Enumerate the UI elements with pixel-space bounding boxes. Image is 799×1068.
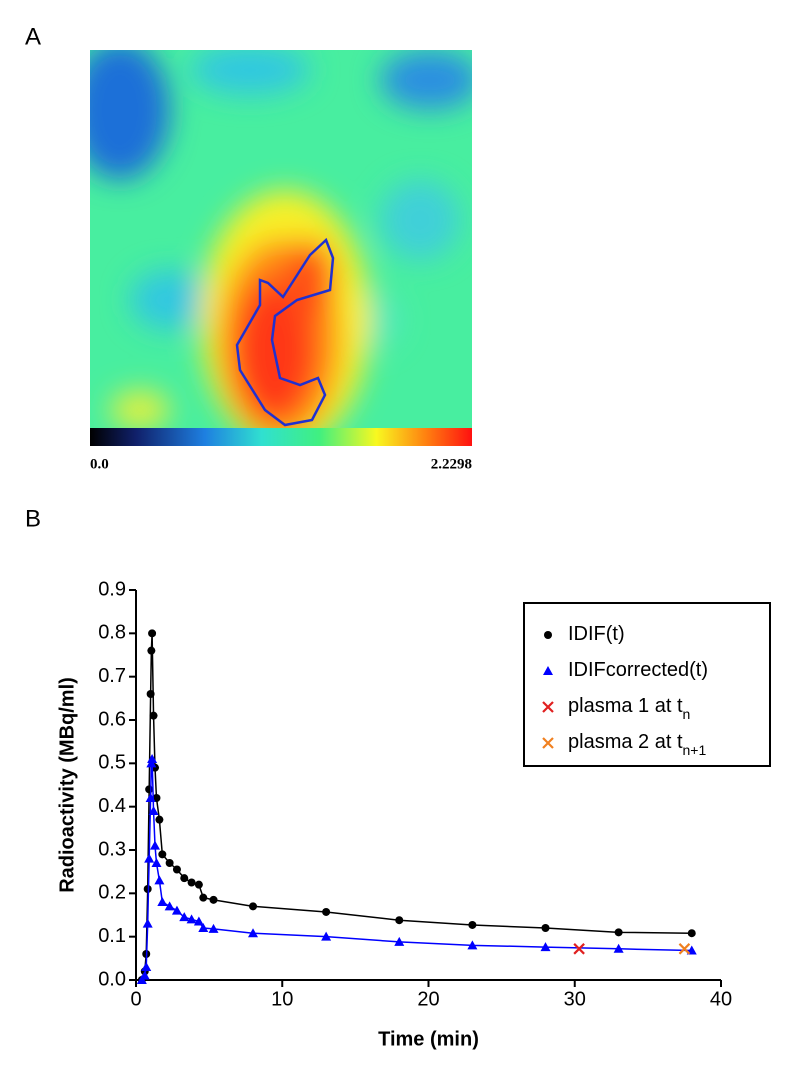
x-tick-label: 0 [130,988,141,1010]
y-tick-label: 0.6 [98,708,126,730]
legend-label: plasma 1 at tn [568,695,690,721]
legend-marker [543,666,553,675]
x-tick-label: 40 [710,988,732,1010]
point [147,646,156,655]
point [540,942,551,952]
point [155,815,164,824]
point [147,754,158,763]
point [187,878,196,887]
legend-subscript: n+1 [683,742,707,758]
point [145,793,156,802]
point [194,880,203,889]
x-tick-label: 10 [271,988,293,1010]
point [148,629,157,638]
heatmap-image [90,50,472,428]
point [573,943,585,955]
y-tick-label: 0.0 [98,968,126,990]
point [171,905,182,915]
point [249,902,257,911]
point [468,920,477,929]
point [145,785,154,794]
legend-subscript: n [683,706,691,722]
colorbar [90,428,472,446]
point [179,912,190,922]
point [164,901,175,911]
point [154,875,165,885]
point [158,850,167,859]
point [143,885,152,893]
panel-label: B [25,505,41,532]
point [172,865,181,874]
point [146,690,155,698]
y-tick-label: 0.4 [98,795,126,817]
point [394,936,405,946]
point [180,874,189,883]
y-axis-title: Radioactivity (MBq/ml) [56,677,78,893]
point [248,928,258,938]
panel-label: A [25,23,41,50]
x-tick-label: 30 [564,988,586,1010]
point [541,924,550,932]
y-tick-label: 0.5 [98,752,126,774]
y-tick-label: 0.9 [98,578,126,600]
point [199,893,208,902]
point [150,840,161,850]
y-tick-label: 0.1 [98,925,126,947]
legend-text: IDIF(t) [568,623,625,645]
legend-label: IDIFcorrected(t) [568,659,708,681]
point [321,931,332,941]
point [322,907,331,916]
point [151,858,162,867]
point [198,923,209,932]
colorbar-tick-label: 0.0 [90,456,109,472]
point [149,711,158,720]
legend-marker [542,701,554,713]
point [139,970,150,980]
x-axis-title: Time (min) [378,1028,479,1050]
point [141,962,152,971]
legend-text: plasma 1 at t [568,695,683,717]
point [678,943,691,955]
legend-text: plasma 2 at t [568,731,683,753]
point [148,806,159,815]
legend-label: plasma 2 at tn+1 [568,731,706,757]
point [687,929,696,938]
y-tick-label: 0.8 [98,622,126,644]
point [467,940,478,950]
point [613,943,624,953]
y-tick-label: 0.3 [98,838,126,860]
point [395,916,404,925]
series-line [141,758,692,981]
colorbar-tick-label: 2.2298 [431,456,472,472]
point [186,914,197,924]
point [142,918,153,928]
point [193,916,204,926]
x-tick-label: 20 [417,988,439,1010]
point [157,897,168,906]
legend-marker [544,631,552,639]
point [165,859,174,867]
point [614,928,623,937]
y-tick-label: 0.7 [98,665,126,687]
legend-label: IDIF(t) [568,623,625,645]
y-tick-label: 0.2 [98,882,126,904]
point [209,895,218,904]
legend-text: IDIFcorrected(t) [568,659,708,681]
point [208,923,219,933]
legend-marker [542,737,554,749]
legend [523,602,771,767]
point [144,853,155,863]
